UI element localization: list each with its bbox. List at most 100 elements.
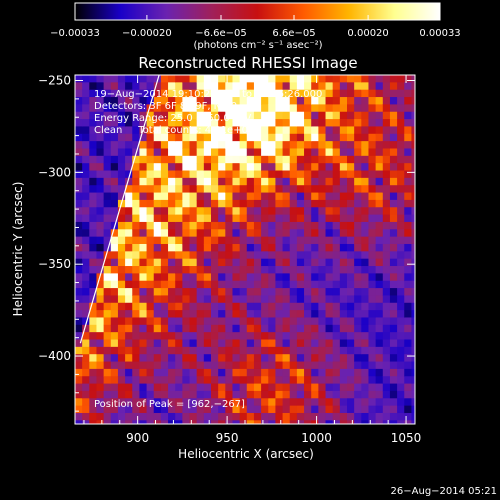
heatmap-cell — [125, 148, 133, 157]
heatmap-cell — [168, 126, 176, 135]
heatmap-cell — [347, 148, 355, 157]
heatmap-cell — [117, 214, 126, 223]
heatmap-cell — [168, 133, 176, 142]
heatmap-cell — [375, 155, 384, 164]
heatmap-cell — [261, 185, 269, 194]
heatmap-cell — [296, 163, 305, 172]
heatmap-cell — [239, 170, 248, 179]
heatmap-cell — [347, 405, 355, 414]
heatmap-cell — [289, 324, 298, 333]
heatmap-cell — [110, 155, 119, 164]
heatmap-cell — [296, 273, 305, 282]
heatmap-cell — [189, 229, 198, 238]
heatmap-cell — [289, 141, 298, 149]
heatmap-cell — [232, 332, 241, 341]
heatmap-cell — [304, 332, 312, 341]
heatmap-cell — [361, 185, 369, 194]
heatmap-cell — [182, 339, 191, 348]
heatmap-cell — [225, 405, 233, 414]
heatmap-cell — [96, 148, 105, 157]
heatmap-cell — [318, 258, 327, 267]
heatmap-cell — [203, 361, 212, 370]
heatmap-cell — [368, 280, 377, 289]
heatmap-cell — [96, 133, 105, 142]
heatmap-cell — [339, 199, 348, 208]
heatmap-cell — [282, 295, 291, 304]
heatmap-cell — [261, 229, 269, 238]
heatmap-cell — [325, 126, 334, 135]
heatmap-cell — [139, 214, 148, 223]
heatmap-cell — [189, 141, 198, 149]
heatmap-cell — [368, 332, 377, 341]
heatmap-cell — [325, 185, 334, 194]
heatmap-cell — [275, 361, 284, 370]
heatmap-cell — [125, 390, 133, 399]
heatmap-cell — [354, 141, 362, 149]
heatmap-cell — [253, 398, 262, 407]
heatmap-cell — [246, 324, 255, 333]
heatmap-cell — [382, 229, 391, 238]
heatmap-cell — [311, 339, 319, 348]
heatmap-cell — [196, 163, 205, 172]
heatmap-cell — [146, 141, 155, 149]
heatmap-cell — [196, 207, 205, 216]
heatmap-cell — [82, 119, 90, 127]
heatmap-cell — [397, 324, 405, 333]
heatmap-cell — [117, 354, 126, 363]
heatmap-cell — [325, 332, 334, 341]
heatmap-cell — [368, 317, 377, 326]
heatmap-cell — [361, 126, 369, 135]
heatmap-cell — [261, 339, 269, 348]
heatmap-cell — [75, 361, 83, 370]
heatmap-cell — [332, 310, 341, 318]
x-tick-label: 1050 — [391, 431, 422, 445]
heatmap-cell — [75, 288, 83, 296]
heatmap-cell — [404, 302, 412, 311]
heatmap-cell — [318, 163, 327, 172]
heatmap-cell — [318, 192, 327, 201]
heatmap-cell — [304, 163, 312, 172]
heatmap-cell — [160, 104, 169, 113]
heatmap-cell — [168, 317, 176, 326]
heatmap-cell — [318, 273, 327, 282]
heatmap-cell — [382, 280, 391, 289]
heatmap-cell — [103, 412, 112, 421]
heatmap-cell — [196, 310, 205, 318]
heatmap-cell — [397, 310, 405, 318]
heatmap-cell — [311, 376, 319, 385]
heatmap-cell — [296, 82, 305, 91]
heatmap-cell — [289, 126, 298, 135]
heatmap-cell — [325, 243, 334, 252]
heatmap-cell — [175, 339, 183, 348]
heatmap-cell — [139, 258, 148, 267]
heatmap-cell — [182, 390, 191, 399]
heatmap-cell — [375, 163, 384, 172]
heatmap-cell — [397, 398, 405, 407]
heatmap-cell — [375, 170, 384, 179]
heatmap-cell — [275, 405, 284, 414]
heatmap-cell — [196, 126, 205, 135]
heatmap-cell — [189, 405, 198, 414]
heatmap-cell — [189, 346, 198, 355]
heatmap-cell — [225, 163, 233, 172]
heatmap-cell — [232, 207, 241, 216]
heatmap-cell — [332, 155, 341, 164]
heatmap-cell — [389, 258, 398, 267]
heatmap-cell — [361, 251, 369, 260]
heatmap-cell — [289, 251, 298, 260]
heatmap-cell — [160, 133, 169, 142]
heatmap-cell — [232, 155, 241, 164]
heatmap-cell — [289, 75, 298, 83]
heatmap-cell — [404, 332, 412, 341]
heatmap-cell — [246, 133, 255, 142]
heatmap-cell — [411, 243, 415, 252]
heatmap-cell — [368, 354, 377, 363]
heatmap-cell — [332, 420, 341, 424]
heatmap-cell — [325, 420, 334, 424]
heatmap-cell — [282, 368, 291, 377]
heatmap-cell — [368, 177, 377, 186]
heatmap-cell — [96, 251, 105, 260]
heatmap-cell — [246, 383, 255, 392]
heatmap-cell — [189, 390, 198, 399]
heatmap-cell — [182, 192, 191, 201]
